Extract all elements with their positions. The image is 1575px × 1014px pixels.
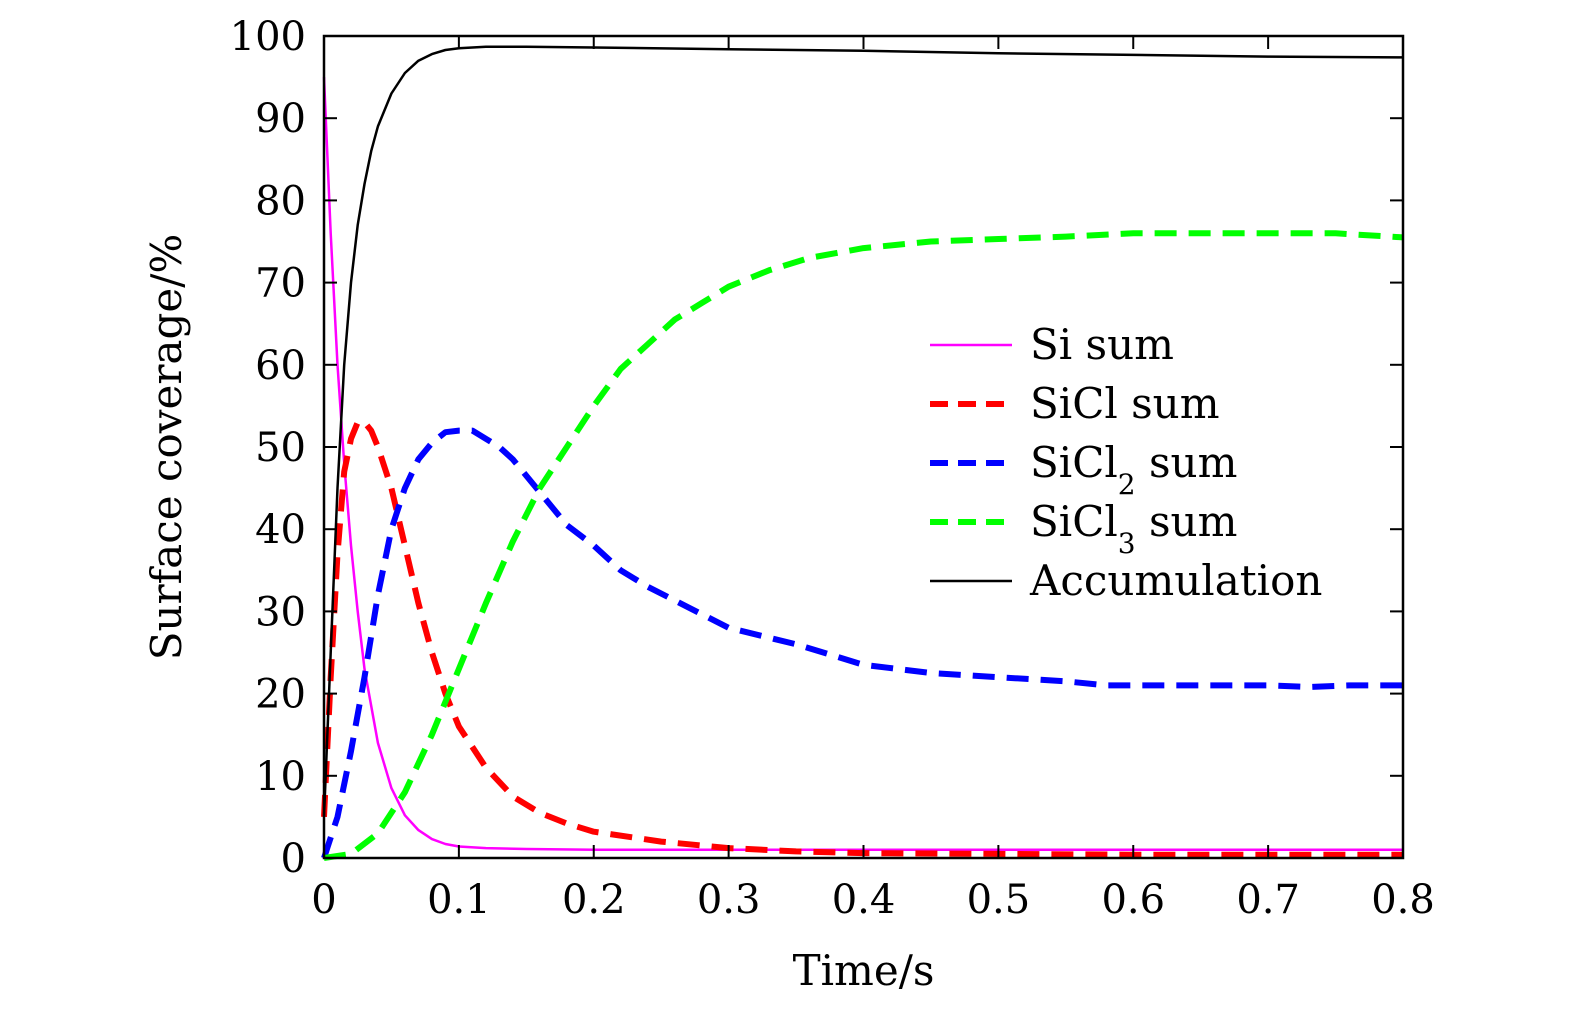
legend-label-part: SiCl sum xyxy=(1030,379,1220,428)
y-tick-label: 100 xyxy=(230,14,306,60)
x-tick-label: 0.6 xyxy=(1101,877,1165,923)
series-line-si-sum xyxy=(322,77,1403,852)
x-tick-label: 0.7 xyxy=(1236,877,1300,923)
y-axis-title: Surface coverage/% xyxy=(142,234,191,661)
legend-label-part: 3 xyxy=(1118,527,1136,560)
y-tick-label: 70 xyxy=(255,261,306,307)
legend-label-part: sum xyxy=(1136,438,1238,487)
y-tick-label: 30 xyxy=(255,589,306,635)
x-tick-label: 0.4 xyxy=(832,877,896,923)
series-line-sicl2-sum xyxy=(321,427,1403,859)
x-tick-label: 0.8 xyxy=(1371,877,1435,923)
x-tick-label: 0 xyxy=(311,877,336,923)
legend-label-part: SiCl xyxy=(1030,497,1118,546)
x-tick-label: 0.1 xyxy=(427,877,491,923)
legend-label: SiCl sum xyxy=(1030,379,1220,428)
x-tick-label: 0.5 xyxy=(967,877,1031,923)
series-line-sicl-sum xyxy=(321,419,1403,858)
legend-label-part: SiCl xyxy=(1030,438,1118,487)
y-tick-label: 0 xyxy=(281,836,306,882)
series-lines xyxy=(321,45,1404,861)
legend-label: SiCl2 sum xyxy=(1030,438,1237,501)
axis-ticks xyxy=(323,35,1404,859)
x-tick-label: 0.3 xyxy=(697,877,761,923)
series-line-accumulation xyxy=(322,45,1404,817)
legend-label: SiCl3 sum xyxy=(1030,497,1237,560)
y-tick-label: 90 xyxy=(255,96,306,142)
y-tick-label: 10 xyxy=(255,754,306,800)
legend-label-part: Si sum xyxy=(1030,320,1174,369)
legend-label-part: 2 xyxy=(1118,468,1136,501)
y-tick-label: 50 xyxy=(255,425,306,471)
y-tick-label: 60 xyxy=(255,343,306,389)
legend-label-part: Accumulation xyxy=(1029,556,1322,605)
series-line-sicl3-sum xyxy=(323,230,1404,861)
legend-label: Si sum xyxy=(1030,320,1174,369)
y-tick-label: 40 xyxy=(255,507,306,553)
legend-label-part: sum xyxy=(1136,497,1238,546)
legend-label: Accumulation xyxy=(1029,556,1322,605)
x-tick-label: 0.2 xyxy=(562,877,626,923)
axis-tick-labels: 0 0.1 0.2 0.3 0.4 0.5 0.6 0.7 0.8 0 10 20 30 40 50 60 70… xyxy=(230,14,1435,923)
x-axis-title: Time/s xyxy=(793,946,935,995)
plot-frame xyxy=(322,34,1405,860)
y-tick-label: 80 xyxy=(255,178,306,224)
y-tick-label: 20 xyxy=(255,672,306,718)
